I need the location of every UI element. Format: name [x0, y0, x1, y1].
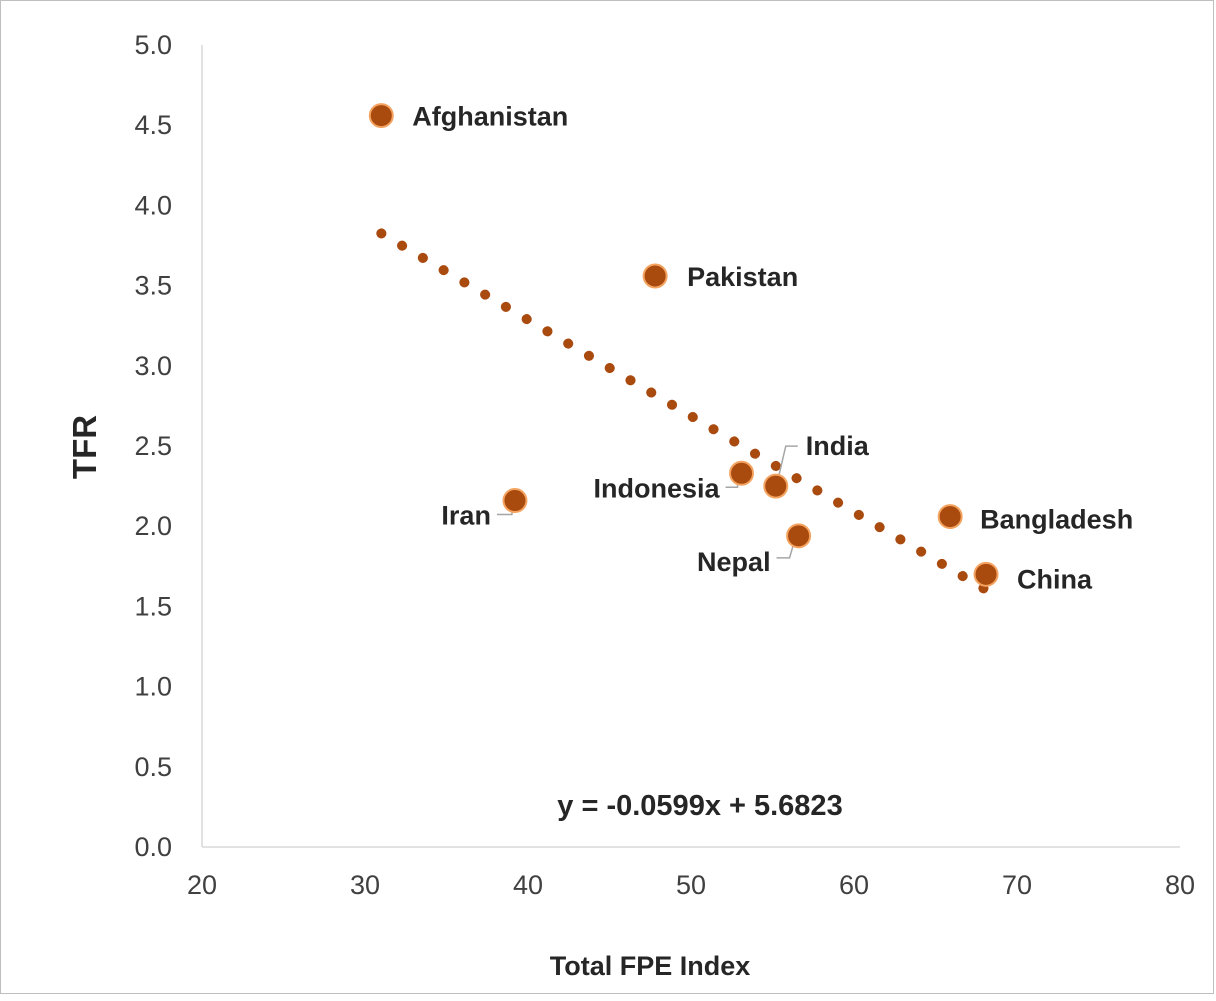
point-label-pakistan: Pakistan — [687, 262, 798, 292]
y-tick-label: 4.0 — [134, 190, 172, 220]
y-tick-label: 1.5 — [134, 591, 172, 621]
point-label-afghanistan: Afghanistan — [412, 102, 568, 132]
point-afghanistan — [368, 103, 394, 129]
point-indonesia — [729, 460, 755, 486]
y-tick-label: 2.5 — [134, 431, 172, 461]
point-nepal — [786, 523, 812, 549]
y-tick-label: 5.0 — [134, 30, 172, 60]
y-tick-label: 2.0 — [134, 511, 172, 541]
data-points — [368, 103, 999, 587]
y-tick-label: 3.0 — [134, 351, 172, 381]
x-tick-label: 60 — [839, 870, 869, 900]
point-bangladesh — [937, 504, 963, 530]
x-tick-label: 40 — [513, 870, 543, 900]
y-tick-label: 4.5 — [134, 110, 172, 140]
leader-line-nepal — [776, 543, 795, 559]
point-label-india: India — [806, 431, 870, 461]
y-tick-label: 1.0 — [134, 672, 172, 702]
point-label-china: China — [1017, 564, 1093, 594]
trendline — [376, 228, 992, 595]
x-tick-label: 50 — [676, 870, 706, 900]
x-tick-label: 80 — [1165, 870, 1195, 900]
trendline-path — [376, 228, 992, 595]
leader-line-india — [778, 445, 798, 477]
point-china — [973, 561, 999, 587]
point-label-nepal: Nepal — [697, 547, 771, 577]
point-iran — [502, 488, 528, 514]
axes: 0.0 0.5 1.0 1.5 2.0 2.5 3.0 3.5 4.0 4.5 5.0 20 30 40 5… — [134, 30, 1195, 900]
x-axis-title: Total FPE Index — [550, 951, 751, 981]
x-tick-label: 70 — [1002, 870, 1032, 900]
point-india — [763, 473, 789, 499]
y-tick-label: 0.0 — [134, 832, 172, 862]
y-tick-label: 0.5 — [134, 752, 172, 782]
point-labels: Afghanistan Pakistan India Indonesia Iran Nep… — [412, 102, 1133, 595]
x-tick-label: 20 — [187, 870, 217, 900]
point-label-bangladesh: Bangladesh — [980, 505, 1133, 535]
trendline-equation: y = -0.0599x + 5.6823 — [557, 790, 842, 822]
point-label-iran: Iran — [441, 501, 491, 531]
point-pakistan — [642, 263, 668, 289]
y-tick-label: 3.5 — [134, 271, 172, 301]
point-label-indonesia: Indonesia — [593, 473, 720, 503]
x-tick-label: 30 — [350, 870, 380, 900]
y-axis-title: TFR — [66, 415, 103, 479]
